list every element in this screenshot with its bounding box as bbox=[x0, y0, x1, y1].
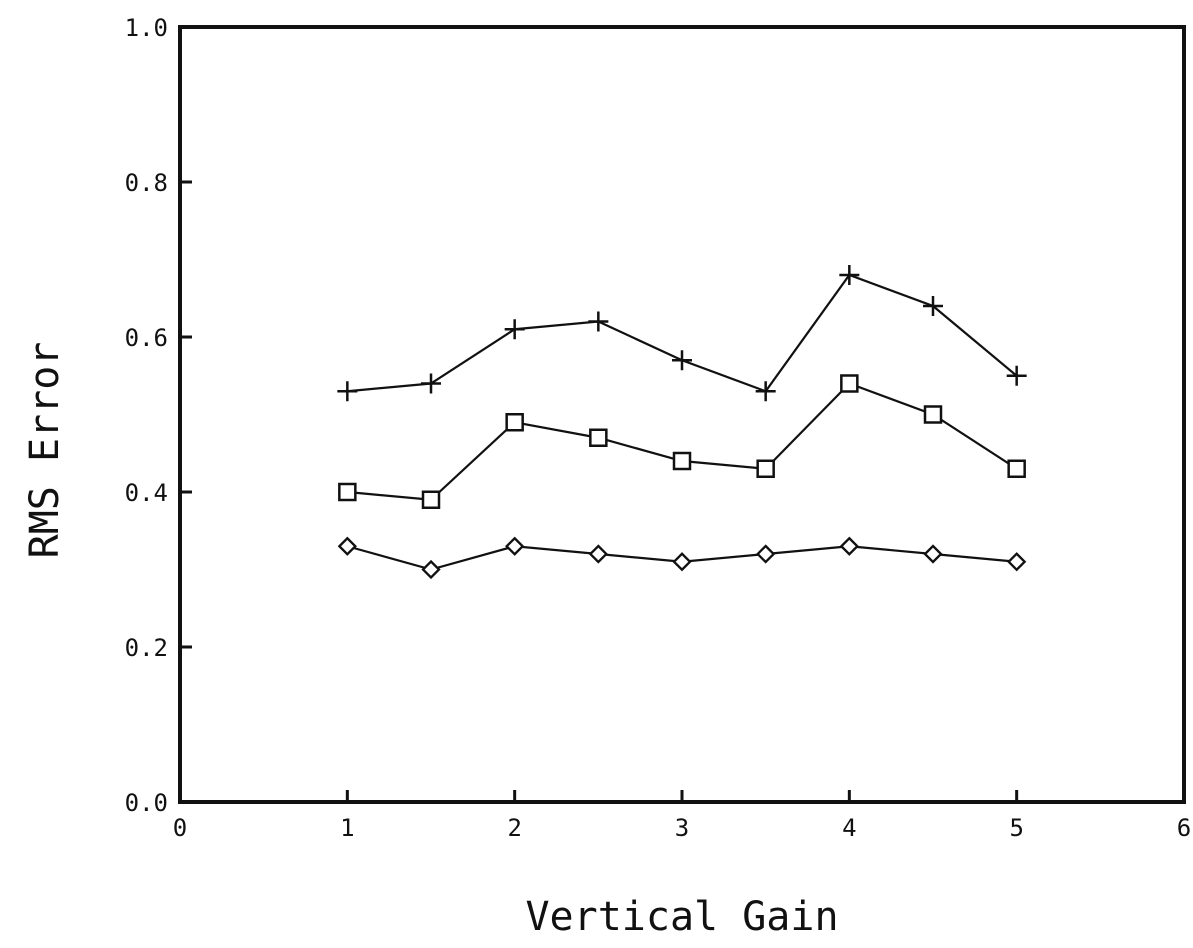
plus-marker bbox=[923, 296, 943, 316]
square-marker bbox=[505, 413, 524, 432]
plus-marker bbox=[588, 311, 609, 332]
square-marker bbox=[421, 490, 441, 509]
y-tick-label: 0.6 bbox=[125, 324, 168, 352]
series-diamond bbox=[337, 536, 1027, 580]
y-tick-label: 0.8 bbox=[125, 169, 168, 197]
axis-ticks: 0.0 0.2 0.4 0.6 0.8 1.0 0 1 2 3 4 5 6 bbox=[125, 14, 1192, 842]
x-tick-label: 6 bbox=[1177, 814, 1191, 842]
plus-marker bbox=[672, 350, 692, 371]
x-axis-title: Vertical Gain bbox=[525, 894, 838, 940]
diamond-marker bbox=[421, 559, 441, 580]
square-marker bbox=[840, 374, 859, 393]
series-layer bbox=[337, 265, 1027, 580]
diamond-marker bbox=[923, 544, 943, 564]
y-axis-title: RMS Error bbox=[22, 342, 68, 559]
square-marker bbox=[756, 459, 775, 478]
series-plus bbox=[337, 265, 1027, 402]
plus-marker bbox=[1006, 365, 1027, 386]
plus-marker bbox=[755, 381, 776, 402]
diamond-marker bbox=[337, 536, 357, 556]
x-tick-label: 1 bbox=[340, 814, 354, 842]
diamond-marker bbox=[588, 544, 608, 564]
square-marker bbox=[923, 405, 943, 424]
square-marker bbox=[672, 451, 692, 471]
diamond-marker bbox=[839, 536, 859, 556]
y-tick-label: 0.0 bbox=[125, 789, 168, 817]
y-tick-label: 1.0 bbox=[125, 14, 168, 42]
x-tick-label: 3 bbox=[675, 814, 689, 842]
y-tick-label: 0.4 bbox=[125, 479, 168, 507]
plus-marker bbox=[504, 319, 525, 340]
diamond-marker bbox=[756, 544, 776, 564]
diamond-marker bbox=[1007, 552, 1027, 572]
square-marker bbox=[589, 428, 608, 447]
x-tick-label: 0 bbox=[173, 814, 187, 842]
plus-marker bbox=[337, 381, 358, 402]
x-tick-label: 4 bbox=[842, 814, 856, 842]
plus-marker bbox=[839, 265, 860, 285]
square-marker bbox=[1007, 459, 1026, 478]
y-tick-label: 0.2 bbox=[125, 634, 168, 662]
series-line-plus bbox=[347, 273, 1018, 393]
square-marker bbox=[338, 482, 357, 502]
series-line-square bbox=[347, 382, 1018, 501]
diamond-marker bbox=[505, 536, 525, 556]
series-square bbox=[338, 374, 1026, 509]
plot-frame bbox=[178, 25, 1186, 804]
x-tick-label: 2 bbox=[507, 814, 521, 842]
plus-marker bbox=[421, 373, 441, 394]
x-tick-label: 5 bbox=[1009, 814, 1023, 842]
diamond-marker bbox=[672, 552, 692, 572]
